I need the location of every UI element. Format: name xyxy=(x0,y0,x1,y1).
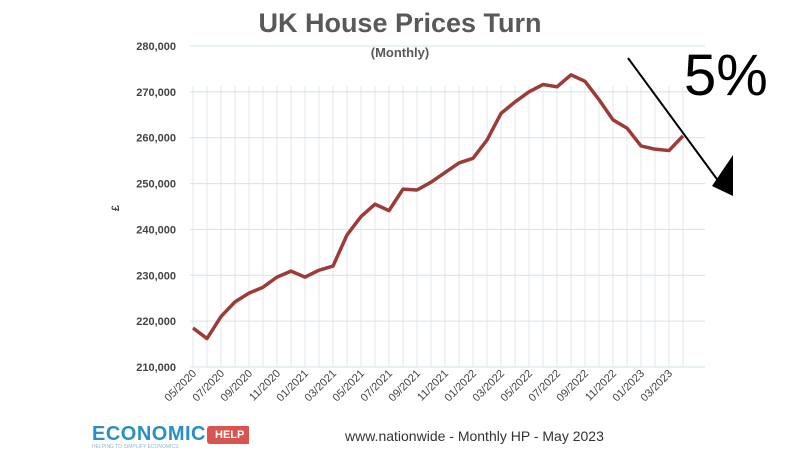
chart-title: UK House Prices Turn xyxy=(258,8,542,38)
series-line xyxy=(191,73,685,341)
arrow-head-icon xyxy=(712,155,733,196)
chart-subtitle: (Monthly) xyxy=(370,45,430,60)
y-tick-label: 240,000 xyxy=(136,224,176,236)
y-tick-label: 260,000 xyxy=(136,133,176,145)
y-tick-label: 220,000 xyxy=(136,316,176,328)
y-tick-label: 250,000 xyxy=(136,179,176,191)
y-tick-label: 270,000 xyxy=(136,87,176,99)
y-tick-label: 210,000 xyxy=(136,362,176,374)
source-note: www.nationwide - Monthly HP - May 2023 xyxy=(345,428,604,444)
logo: ECONOMICS xyxy=(92,423,220,445)
logo-tagline: HELPING TO SIMPLIFY ECONOMICS xyxy=(92,444,179,450)
arrow-line xyxy=(627,57,723,187)
y-tick-label: 280,000 xyxy=(136,41,176,53)
annotation-percent: 5% xyxy=(684,43,768,108)
y-tick-label: 230,000 xyxy=(136,270,176,282)
logo-badge: HELP xyxy=(207,426,250,444)
